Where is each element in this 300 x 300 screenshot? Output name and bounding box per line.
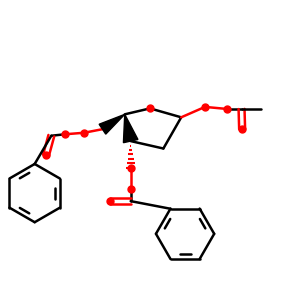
Polygon shape <box>99 114 125 134</box>
Polygon shape <box>123 114 138 143</box>
